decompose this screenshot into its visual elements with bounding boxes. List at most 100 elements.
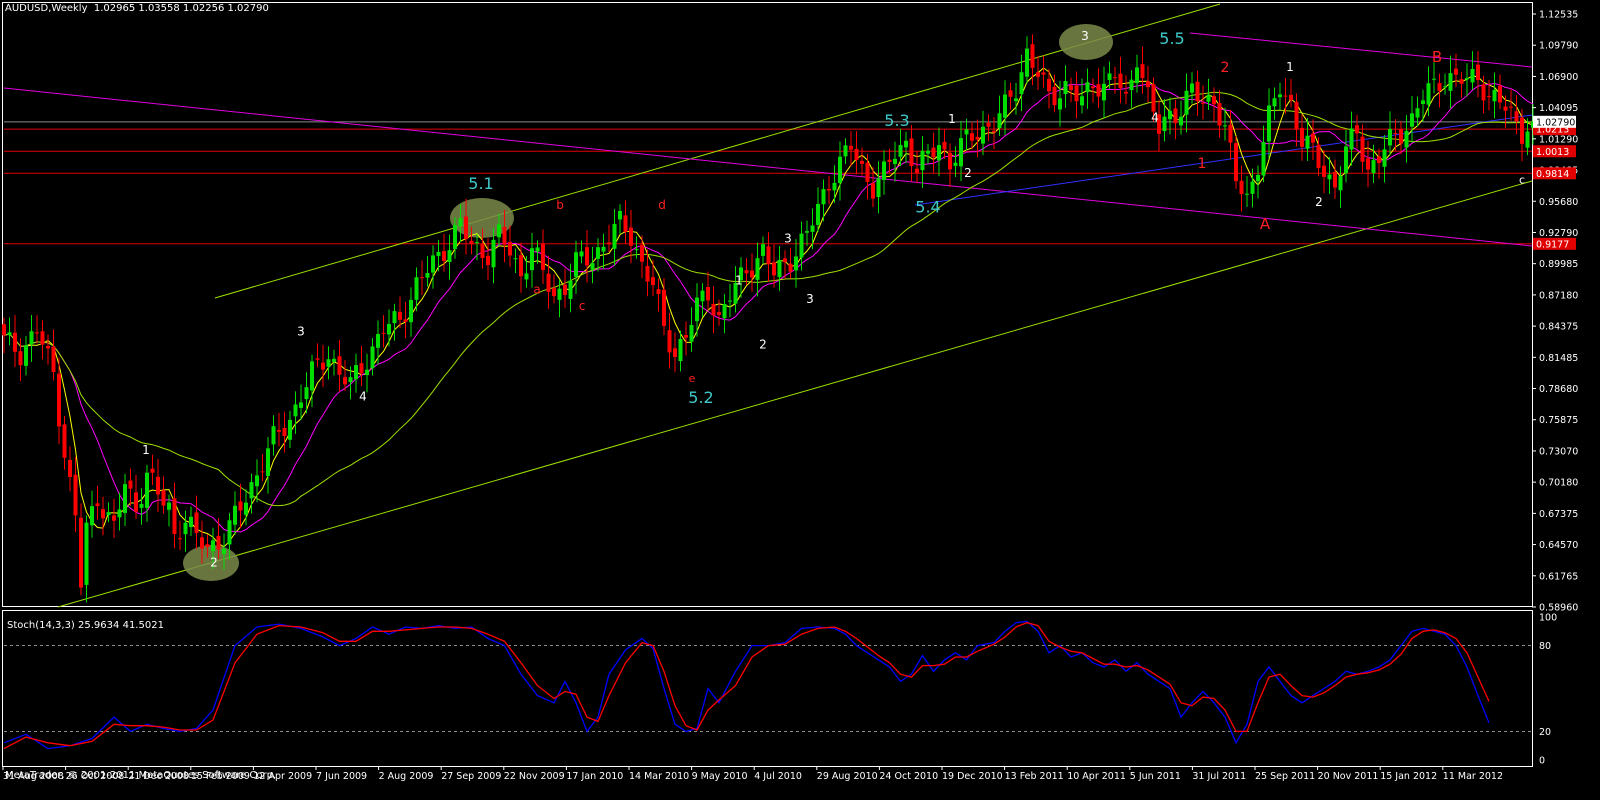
candle-body bbox=[810, 225, 815, 232]
candle-body bbox=[18, 351, 23, 366]
candle-body bbox=[271, 426, 276, 445]
candle-body bbox=[1322, 165, 1326, 177]
stoch-tick-label: 80 bbox=[1539, 641, 1551, 652]
candle-body bbox=[909, 138, 914, 167]
candle-body bbox=[73, 474, 78, 516]
candle-body bbox=[794, 256, 798, 271]
candle-body bbox=[1074, 85, 1079, 102]
candle-body bbox=[1459, 79, 1464, 84]
candle-body bbox=[1382, 149, 1387, 167]
wave-label: 1 bbox=[735, 273, 743, 287]
candle-body bbox=[469, 240, 474, 245]
candle-body bbox=[953, 162, 958, 166]
price-tag-bg bbox=[1533, 145, 1576, 158]
candle-body bbox=[816, 203, 820, 225]
candle-body bbox=[491, 239, 496, 268]
wave-label: 3 bbox=[297, 324, 305, 338]
candle-body bbox=[343, 377, 347, 385]
candle-body bbox=[68, 459, 72, 478]
candle-body bbox=[563, 284, 567, 295]
candle-body bbox=[1333, 171, 1337, 188]
candle-body bbox=[62, 424, 67, 458]
highlight-ellipse bbox=[1059, 24, 1113, 60]
candle-body bbox=[1278, 94, 1282, 98]
candle-body bbox=[1316, 144, 1321, 169]
time-tick-label: 25 Sep 2011 bbox=[1255, 771, 1315, 782]
wave-label: 1 bbox=[1286, 60, 1294, 74]
candle-body bbox=[783, 258, 787, 263]
wave-label: e bbox=[689, 372, 696, 385]
candle-body bbox=[1140, 64, 1145, 79]
wave-label: 3 bbox=[806, 292, 814, 306]
stoch-tick-label: 20 bbox=[1539, 727, 1551, 738]
candle-body bbox=[1129, 79, 1134, 91]
time-tick-label: 27 Sep 2009 bbox=[441, 771, 501, 782]
candle-body bbox=[84, 522, 89, 585]
candle-body bbox=[1157, 114, 1161, 134]
candle-body bbox=[183, 522, 188, 535]
candle-body bbox=[733, 282, 738, 304]
candle-body bbox=[189, 516, 193, 528]
candle-body bbox=[596, 247, 600, 259]
candle-body bbox=[557, 288, 562, 300]
candle-body bbox=[585, 247, 589, 266]
candle-body bbox=[1349, 128, 1354, 150]
candle-body bbox=[57, 373, 61, 427]
candle-body bbox=[788, 263, 793, 272]
time-tick-label: 19 Dec 2010 bbox=[942, 771, 1003, 782]
time-tick-label: 14 Mar 2010 bbox=[629, 771, 689, 782]
stoch-tick-label: 0 bbox=[1539, 756, 1545, 767]
candle-body bbox=[739, 267, 743, 281]
candle-body bbox=[35, 332, 39, 334]
candle-body bbox=[90, 506, 94, 526]
candle-body bbox=[898, 145, 903, 157]
candle-body bbox=[29, 331, 34, 345]
candle-body bbox=[211, 540, 215, 552]
candle-body bbox=[601, 246, 606, 252]
time-tick-label: 10 Apr 2011 bbox=[1067, 771, 1126, 782]
price-tag-bg bbox=[1533, 167, 1576, 180]
candle-body bbox=[381, 332, 386, 334]
candle-body bbox=[1404, 130, 1409, 148]
stoch-main-line bbox=[3, 620, 1490, 750]
price-tick-label: 0.81485 bbox=[1539, 353, 1578, 364]
candle-body bbox=[1289, 94, 1293, 101]
price-tick-label: 0.64570 bbox=[1539, 540, 1578, 551]
price-tag-label: 0.9177 bbox=[1536, 239, 1569, 250]
candle-body bbox=[876, 178, 881, 198]
candle-body bbox=[1267, 105, 1271, 142]
candle-body bbox=[1107, 73, 1112, 80]
wave-label: 2 bbox=[1315, 195, 1323, 209]
candle-body bbox=[799, 233, 804, 258]
stoch-main-value: 25.9634 bbox=[78, 620, 120, 631]
candle-body bbox=[920, 150, 925, 171]
candle-body bbox=[354, 365, 358, 380]
candle-body bbox=[530, 248, 534, 271]
candle-body bbox=[1019, 72, 1024, 94]
candle-body bbox=[288, 419, 292, 440]
wave-label: 2 bbox=[964, 166, 972, 180]
candle-body bbox=[1014, 98, 1018, 102]
candle-body bbox=[590, 263, 595, 270]
candle-body bbox=[387, 323, 391, 335]
wave-label: 5.4 bbox=[915, 197, 940, 216]
candle-body bbox=[618, 210, 622, 220]
candle-body bbox=[827, 188, 831, 191]
candle-body bbox=[403, 319, 408, 322]
time-tick-label: 24 Oct 2010 bbox=[879, 771, 938, 782]
candle-body bbox=[1426, 83, 1431, 105]
wave-label: 3 bbox=[784, 231, 792, 245]
candle-body bbox=[645, 266, 650, 282]
sma-mid-line bbox=[3, 82, 1534, 533]
candle-body bbox=[370, 346, 375, 369]
candle-body bbox=[766, 246, 771, 265]
candle-body bbox=[1300, 127, 1304, 147]
price-tick-label: 1.06900 bbox=[1539, 72, 1578, 83]
close-value: 1.02790 bbox=[227, 3, 269, 14]
candle-body bbox=[1421, 100, 1425, 104]
candle-body bbox=[1206, 95, 1211, 102]
candle-body bbox=[233, 505, 237, 525]
candle-body bbox=[1250, 181, 1255, 194]
candle-body bbox=[948, 152, 952, 170]
